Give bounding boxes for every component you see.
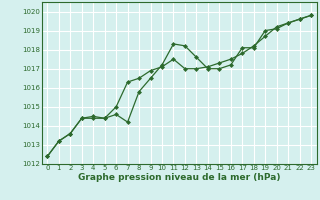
X-axis label: Graphe pression niveau de la mer (hPa): Graphe pression niveau de la mer (hPa) bbox=[78, 173, 280, 182]
